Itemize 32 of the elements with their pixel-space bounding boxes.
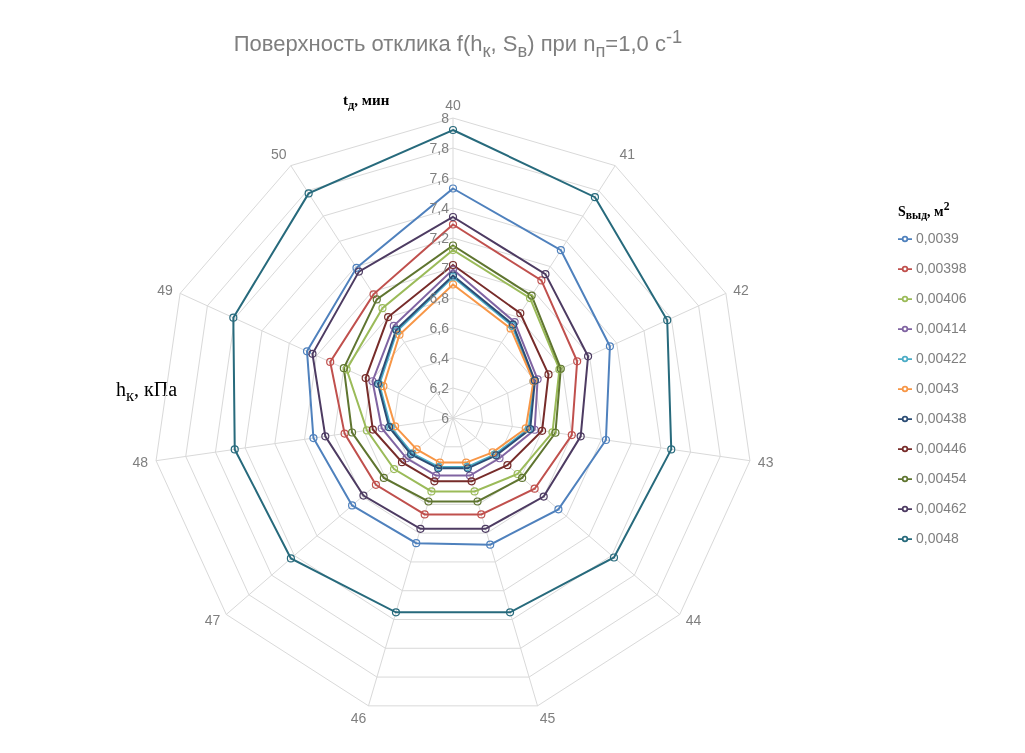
spoke-label: 45 (539, 710, 556, 727)
y-tick-label: 6 (441, 409, 450, 426)
y-tick-label: 7,6 (429, 169, 450, 186)
y-tick-label: 6,2 (429, 379, 450, 396)
text: t$_{д}$, мин (343, 92, 390, 113)
y-tick-label: 6,4 (429, 349, 450, 366)
spoke-label: 49 (157, 282, 174, 299)
legend-label: 0,00462 (916, 500, 967, 516)
legend-label: 0,0039 (916, 230, 959, 246)
spoke-label: 47 (204, 611, 221, 628)
spoke-label: 42 (733, 282, 749, 299)
legend-label: 0,00398 (916, 260, 967, 276)
legend-label: 0,00422 (916, 350, 967, 366)
spoke-label: 44 (685, 611, 702, 628)
y-tick-label: 7,4 (429, 199, 450, 216)
legend-label: 0,00446 (916, 440, 967, 456)
legend-label: 0,00454 (916, 470, 967, 486)
legend-label: 0,00414 (916, 320, 967, 336)
chart-title: Поверхность отклика f(h$_{к}$, S$_{в}$) при n$_{п}$=1,0 с$^{-1}$ (232, 26, 684, 62)
spoke-label: 46 (350, 710, 367, 727)
legend-label: 0,00406 (916, 290, 967, 306)
y-tick-label: 6,6 (429, 319, 450, 336)
y-tick-label: 7,8 (429, 139, 450, 156)
spoke-label: 43 (757, 453, 774, 470)
spoke-label: 50 (270, 145, 287, 162)
spoke-label: 48 (132, 453, 149, 470)
legend-label: 0,0048 (916, 530, 959, 546)
legend-label: 0,0043 (916, 380, 959, 396)
legend-label: 0,00438 (916, 410, 967, 426)
spoke-label: 41 (619, 145, 636, 162)
text: h$_{к}$, кПа (116, 378, 178, 406)
legend-title: S$_{выд}$, м$^{2}$ (898, 200, 950, 223)
